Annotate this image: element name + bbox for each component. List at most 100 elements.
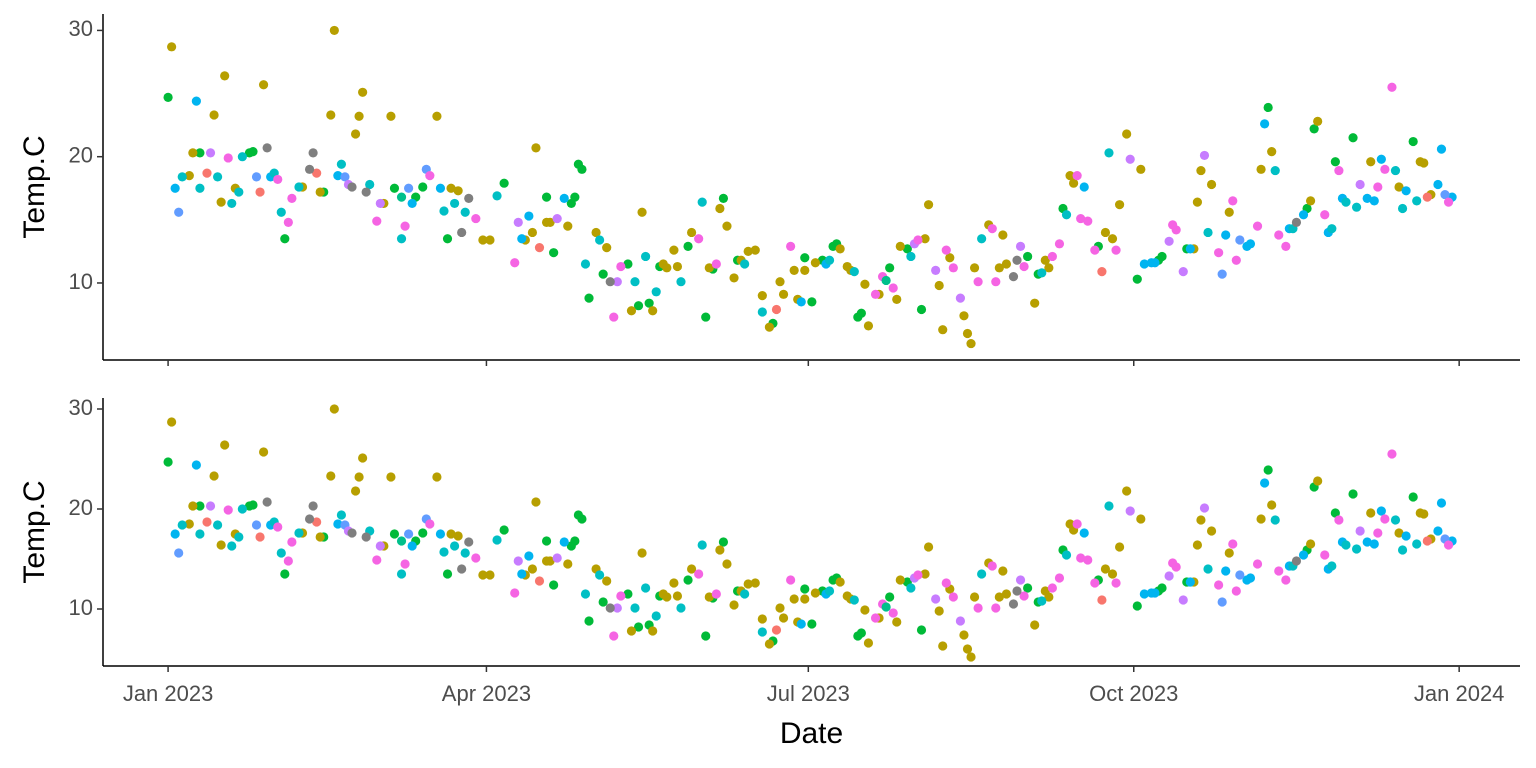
point xyxy=(1114,200,1125,210)
point xyxy=(577,164,587,174)
point xyxy=(923,542,934,552)
point xyxy=(612,277,622,287)
point xyxy=(237,504,247,514)
point xyxy=(333,171,343,181)
point xyxy=(651,287,661,297)
point xyxy=(1157,583,1167,593)
point xyxy=(1122,129,1132,139)
point xyxy=(350,129,361,139)
point xyxy=(796,619,806,629)
point xyxy=(449,541,460,551)
point xyxy=(800,584,810,594)
point xyxy=(598,269,608,279)
point xyxy=(888,608,898,618)
point xyxy=(513,217,523,227)
point xyxy=(453,186,463,196)
point xyxy=(860,605,870,615)
point xyxy=(205,148,216,158)
point xyxy=(460,548,470,558)
point xyxy=(626,306,637,316)
point xyxy=(1178,595,1188,605)
point xyxy=(1001,259,1011,269)
point xyxy=(849,595,859,605)
point xyxy=(1412,196,1422,206)
point xyxy=(184,171,194,181)
point xyxy=(1015,241,1026,251)
point xyxy=(641,251,651,262)
point xyxy=(1023,583,1033,593)
point xyxy=(276,207,286,217)
point xyxy=(248,147,258,157)
point xyxy=(810,588,820,598)
point xyxy=(446,529,456,539)
point xyxy=(694,234,704,244)
point xyxy=(1139,259,1149,269)
x-axis-title: Date xyxy=(780,717,843,750)
point xyxy=(595,570,605,580)
point xyxy=(552,213,562,224)
point xyxy=(407,198,417,209)
point xyxy=(1348,489,1358,499)
point xyxy=(545,217,555,227)
point xyxy=(1334,515,1344,525)
point xyxy=(892,294,902,304)
point xyxy=(499,178,509,188)
point xyxy=(1150,588,1160,598)
point xyxy=(312,517,322,527)
point xyxy=(1260,478,1270,488)
point xyxy=(598,597,608,607)
point xyxy=(432,472,442,482)
point xyxy=(1196,165,1206,176)
point xyxy=(637,548,647,558)
point xyxy=(1281,241,1291,251)
point xyxy=(1436,144,1447,154)
point xyxy=(1330,157,1340,167)
point xyxy=(1373,182,1383,192)
point xyxy=(630,277,640,287)
point xyxy=(531,143,541,153)
point xyxy=(1231,586,1241,596)
point xyxy=(1097,595,1107,605)
point xyxy=(669,578,679,588)
point xyxy=(895,241,905,251)
point xyxy=(849,267,859,277)
point xyxy=(460,207,470,217)
point xyxy=(1387,82,1397,92)
point xyxy=(1256,514,1266,524)
point xyxy=(1185,577,1195,587)
point xyxy=(1394,182,1404,192)
point xyxy=(824,586,835,596)
point xyxy=(237,152,247,162)
point xyxy=(1355,179,1365,190)
point xyxy=(248,500,258,510)
point xyxy=(743,246,753,257)
point xyxy=(375,198,385,209)
point xyxy=(931,265,941,275)
point xyxy=(789,265,799,275)
point xyxy=(959,630,969,640)
x-tick-label: Apr 2023 xyxy=(442,681,531,706)
point xyxy=(163,92,173,102)
point xyxy=(683,241,693,251)
point xyxy=(740,589,750,599)
point xyxy=(453,531,463,541)
point xyxy=(1203,227,1213,238)
point xyxy=(697,197,707,207)
point xyxy=(962,644,973,654)
point xyxy=(1327,561,1337,571)
point xyxy=(435,529,446,539)
point xyxy=(676,603,686,613)
point xyxy=(559,537,569,547)
point xyxy=(1150,258,1160,268)
point xyxy=(651,611,661,621)
point xyxy=(856,628,866,638)
point xyxy=(361,532,371,542)
point xyxy=(425,519,435,529)
point xyxy=(1221,566,1231,576)
point xyxy=(701,312,711,322)
point xyxy=(389,529,400,539)
point xyxy=(697,540,707,550)
point xyxy=(1072,519,1082,529)
point xyxy=(962,328,973,339)
point xyxy=(715,203,725,214)
